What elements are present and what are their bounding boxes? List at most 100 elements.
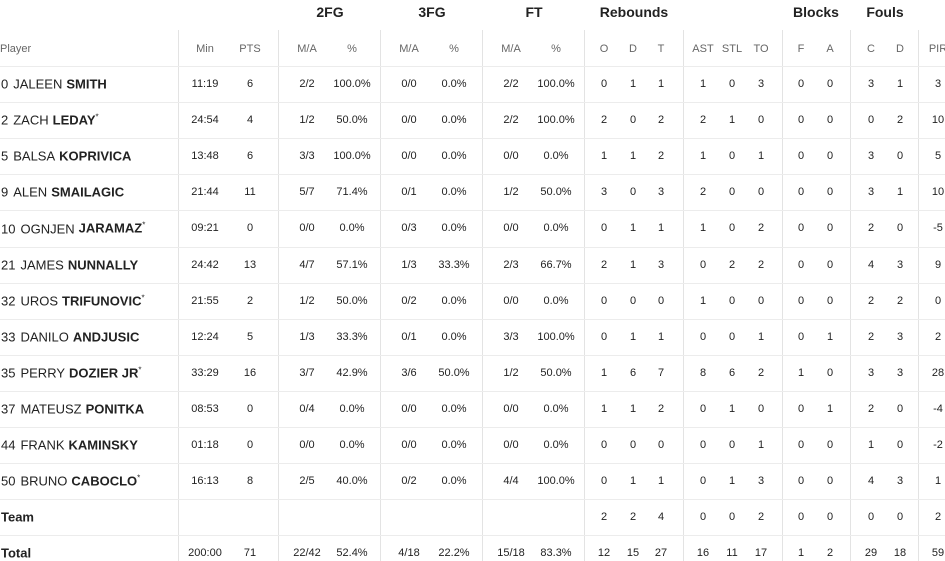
stat-cell: 01:18 — [191, 439, 219, 451]
row-divider — [0, 66, 945, 67]
stat-cell: 15 — [626, 547, 640, 560]
team-label: Team — [1, 509, 34, 525]
stat-cell: 3 — [896, 330, 904, 343]
stat-cell: 0.0% — [441, 114, 467, 127]
stat-cell: 50.0% — [438, 366, 470, 379]
row-divider — [0, 138, 945, 140]
stat-cell: 16 — [243, 366, 257, 379]
stat-cell: 100.0% — [537, 475, 575, 488]
stat-cell: 2/2 — [503, 78, 519, 90]
stat-cell: 2 — [896, 294, 904, 307]
stat-cell: 0 — [826, 258, 834, 271]
last-name: PONITKA — [85, 401, 145, 417]
stat-cell: 2 — [896, 114, 904, 127]
last-name: LEDAY — [52, 112, 96, 128]
stat-cell: 1 — [826, 330, 834, 343]
stat-cell: -5 — [933, 222, 943, 235]
stat-cell: 17 — [754, 547, 768, 560]
stat-cell: 2 — [600, 258, 608, 271]
stat-cell: 2/3 — [503, 258, 519, 271]
stat-cell: 2 — [867, 330, 875, 343]
first-name: FRANK — [20, 437, 65, 453]
first-name: DANILO — [20, 329, 69, 345]
stat-cell: 2 — [867, 402, 875, 415]
stat-cell: 9 — [934, 258, 942, 271]
player-name: 5 BALSA KOPRIVICA — [1, 149, 131, 164]
stat-cell: 6 — [246, 78, 254, 90]
last-name: SMAILAGIC — [51, 184, 125, 200]
column-header: % — [449, 43, 459, 55]
stat-cell: 0.0% — [441, 439, 467, 451]
stat-cell: 2/2 — [503, 114, 519, 127]
stat-cell: 0 — [728, 186, 736, 199]
stat-cell: 0/2 — [401, 294, 417, 307]
stat-cell: 0 — [797, 222, 805, 235]
first-name: MATEUSZ — [20, 401, 82, 417]
stat-cell: 0 — [657, 294, 665, 307]
stat-cell: 0/4 — [299, 402, 315, 415]
total-label: Total — [1, 545, 32, 561]
stat-cell: 0 — [934, 294, 942, 307]
stat-cell: 0.0% — [441, 402, 467, 415]
stat-cell: 0 — [797, 114, 805, 127]
stat-cell: 57.1% — [336, 258, 368, 271]
stat-cell: 0 — [246, 222, 254, 235]
stat-cell: 1 — [657, 330, 665, 343]
player-number: 50 — [1, 473, 16, 489]
stat-cell: 0 — [600, 439, 608, 451]
column-header: PTS — [239, 43, 261, 55]
stat-cell: 0 — [600, 330, 608, 343]
stat-cell: 0/0 — [401, 78, 417, 90]
first-name: UROS — [20, 293, 59, 309]
stat-cell: -4 — [933, 402, 943, 415]
stat-cell: 0 — [797, 439, 805, 451]
stat-cell: 50.0% — [540, 186, 572, 199]
stat-cell: 11 — [726, 547, 738, 560]
stat-cell: 0 — [826, 78, 834, 90]
last-name: NUNNALLY — [67, 257, 139, 272]
column-header: T — [657, 43, 665, 55]
column-header: D — [629, 43, 637, 55]
stat-cell: 3/3 — [299, 150, 315, 163]
stat-cell: 1 — [600, 402, 608, 415]
column-header: M/A — [297, 43, 317, 55]
stat-cell: 11 — [244, 186, 256, 199]
stat-cell: 13:48 — [191, 150, 219, 163]
stat-cell: 100.0% — [537, 330, 575, 343]
stat-cell: 3/7 — [299, 366, 315, 379]
stat-cell: 2/2 — [299, 78, 315, 90]
stat-cell: 0 — [246, 439, 254, 451]
stat-cell: 0 — [896, 511, 904, 524]
stat-cell: 1 — [657, 475, 665, 488]
starter-mark: * — [138, 365, 142, 375]
stat-cell: 50.0% — [540, 366, 572, 379]
stat-cell: 4 — [657, 511, 665, 524]
group-header: Rebounds — [599, 4, 669, 20]
stat-cell: 0 — [600, 475, 608, 488]
group-header: Fouls — [866, 4, 904, 20]
stat-cell: 2 — [600, 114, 608, 127]
column-header: A — [826, 43, 834, 55]
stat-cell: 0 — [699, 402, 707, 415]
stat-cell: 1 — [867, 439, 875, 451]
stat-cell: 1 — [934, 475, 942, 488]
stat-cell: 33.3% — [438, 258, 470, 271]
column-header: D — [896, 43, 904, 55]
stat-cell: 3 — [600, 186, 608, 199]
stat-cell: 100.0% — [537, 114, 575, 127]
stat-cell: 4 — [246, 114, 254, 127]
player-number: 0 — [1, 76, 9, 92]
stat-cell: 0 — [728, 439, 736, 451]
player-number: 9 — [1, 184, 9, 200]
stat-cell: 3 — [934, 78, 942, 90]
stat-cell: 3 — [896, 366, 904, 379]
first-name: JAMES — [20, 257, 64, 272]
stat-cell: 7 — [657, 366, 665, 379]
last-name: JARAMAZ — [78, 221, 143, 237]
stat-cell: 0 — [826, 150, 834, 163]
stat-cell: 1 — [629, 150, 637, 163]
stat-cell: 0 — [896, 439, 904, 451]
stat-cell: 2 — [826, 547, 834, 560]
first-name: BRUNO — [20, 473, 68, 489]
stat-cell: 0.0% — [441, 150, 467, 163]
